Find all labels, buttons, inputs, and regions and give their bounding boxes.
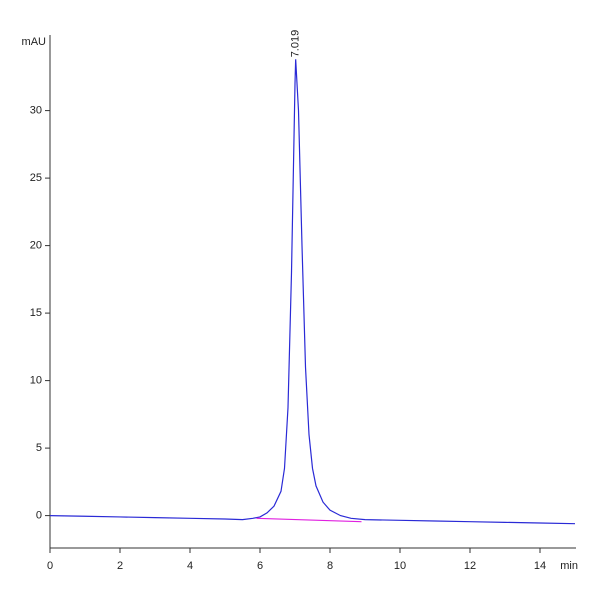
- y-axis-label: mAU: [22, 36, 47, 48]
- x-tick-label: 0: [47, 560, 53, 572]
- y-tick-label: 5: [36, 442, 42, 454]
- x-tick-label: 10: [394, 560, 406, 572]
- x-tick-label: 6: [257, 560, 263, 572]
- peak-label: 7.019: [290, 30, 302, 58]
- line: [49, 59, 576, 525]
- x-tick-label: 8: [327, 560, 333, 572]
- y-tick-label: 30: [30, 105, 42, 117]
- y-tick-label: 0: [36, 510, 42, 522]
- x-axis-label: min: [560, 560, 578, 572]
- x-tick-label: 12: [464, 560, 476, 572]
- y-tick-label: 25: [30, 172, 42, 184]
- x-tick-label: 4: [187, 560, 193, 572]
- x-tick-label: 14: [534, 560, 546, 572]
- x-tick-label: 2: [117, 560, 123, 572]
- y-tick-label: 20: [30, 240, 42, 252]
- line: [256, 517, 362, 523]
- y-tick-label: 15: [30, 307, 42, 319]
- y-tick-label: 10: [30, 375, 42, 387]
